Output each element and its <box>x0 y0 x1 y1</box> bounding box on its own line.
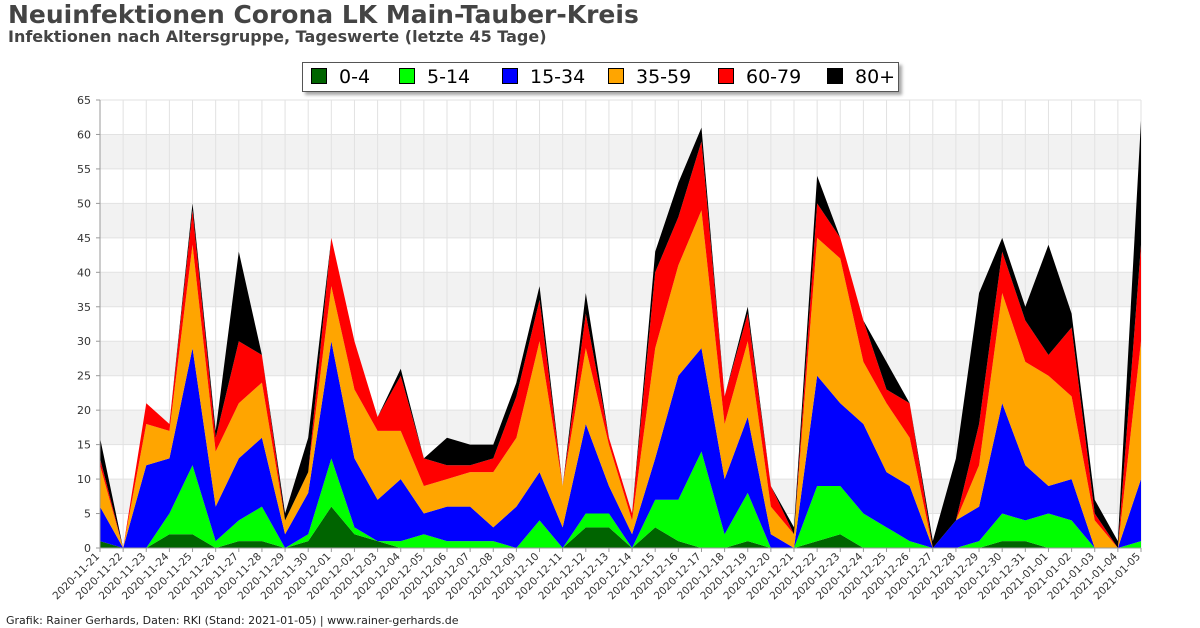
grid-band <box>100 203 1141 238</box>
y-tick-label: 20 <box>77 404 91 417</box>
y-tick-label: 55 <box>77 163 91 176</box>
legend-item-60-79: 60-79 <box>718 66 801 88</box>
legend-item-0-4: 0-4 <box>311 66 370 88</box>
legend-label: 5-14 <box>427 66 471 88</box>
legend-swatch <box>718 68 734 84</box>
area-series-5-14 <box>100 451 1141 548</box>
area-series-35-59 <box>100 210 1141 548</box>
axes <box>96 99 1142 552</box>
y-tick-label: 50 <box>77 197 91 210</box>
footer-credit: Grafik: Rainer Gerhards, Daten: RKI (Sta… <box>6 614 459 627</box>
legend-item-35-59: 35-59 <box>608 66 691 88</box>
legend-label: 80+ <box>855 66 896 88</box>
y-tick-label: 15 <box>77 439 91 452</box>
y-tick-label: 0 <box>84 542 91 555</box>
legend-swatch <box>608 68 624 84</box>
legend-label: 60-79 <box>746 66 802 88</box>
legend-label: 15-34 <box>530 66 586 88</box>
y-tick-label: 5 <box>84 508 91 521</box>
legend-swatch <box>311 68 327 84</box>
chart-subtitle: Infektionen nach Altersgruppe, Tageswert… <box>8 27 547 46</box>
area-series-15-34 <box>100 341 1141 548</box>
legend-swatch <box>399 68 415 84</box>
grid-band <box>100 341 1141 376</box>
area-series-0-4 <box>100 506 1141 548</box>
y-tick-label: 40 <box>77 266 91 279</box>
legend: 0-4 5-14 15-34 35-59 60-79 80+ <box>302 62 899 92</box>
y-tick-label: 35 <box>77 301 91 314</box>
legend-swatch <box>502 68 518 84</box>
legend-item-15-34: 15-34 <box>502 66 585 88</box>
legend-label: 35-59 <box>636 66 692 88</box>
y-tick-labels: 0 5 10 15 20 25 30 35 40 45 50 55 60 65 <box>77 94 91 555</box>
y-tick-label: 30 <box>77 335 91 348</box>
grid-band <box>100 134 1141 169</box>
y-tick-label: 25 <box>77 370 91 383</box>
chart-title: Neuinfektionen Corona LK Main-Tauber-Kre… <box>8 0 639 29</box>
legend-item-5-14: 5-14 <box>399 66 470 88</box>
y-tick-label: 65 <box>77 94 91 107</box>
x-tick-labels: 2020-11-212020-11-222020-11-232020-11-24… <box>50 550 1143 602</box>
legend-swatch <box>827 68 843 84</box>
legend-label: 0-4 <box>339 66 371 88</box>
stacked-areas <box>100 120 1141 549</box>
y-tick-label: 10 <box>77 473 91 486</box>
y-tick-label: 60 <box>77 128 91 141</box>
grid-band <box>100 272 1141 307</box>
y-tick-label: 45 <box>77 232 91 245</box>
legend-item-80+: 80+ <box>827 66 895 88</box>
